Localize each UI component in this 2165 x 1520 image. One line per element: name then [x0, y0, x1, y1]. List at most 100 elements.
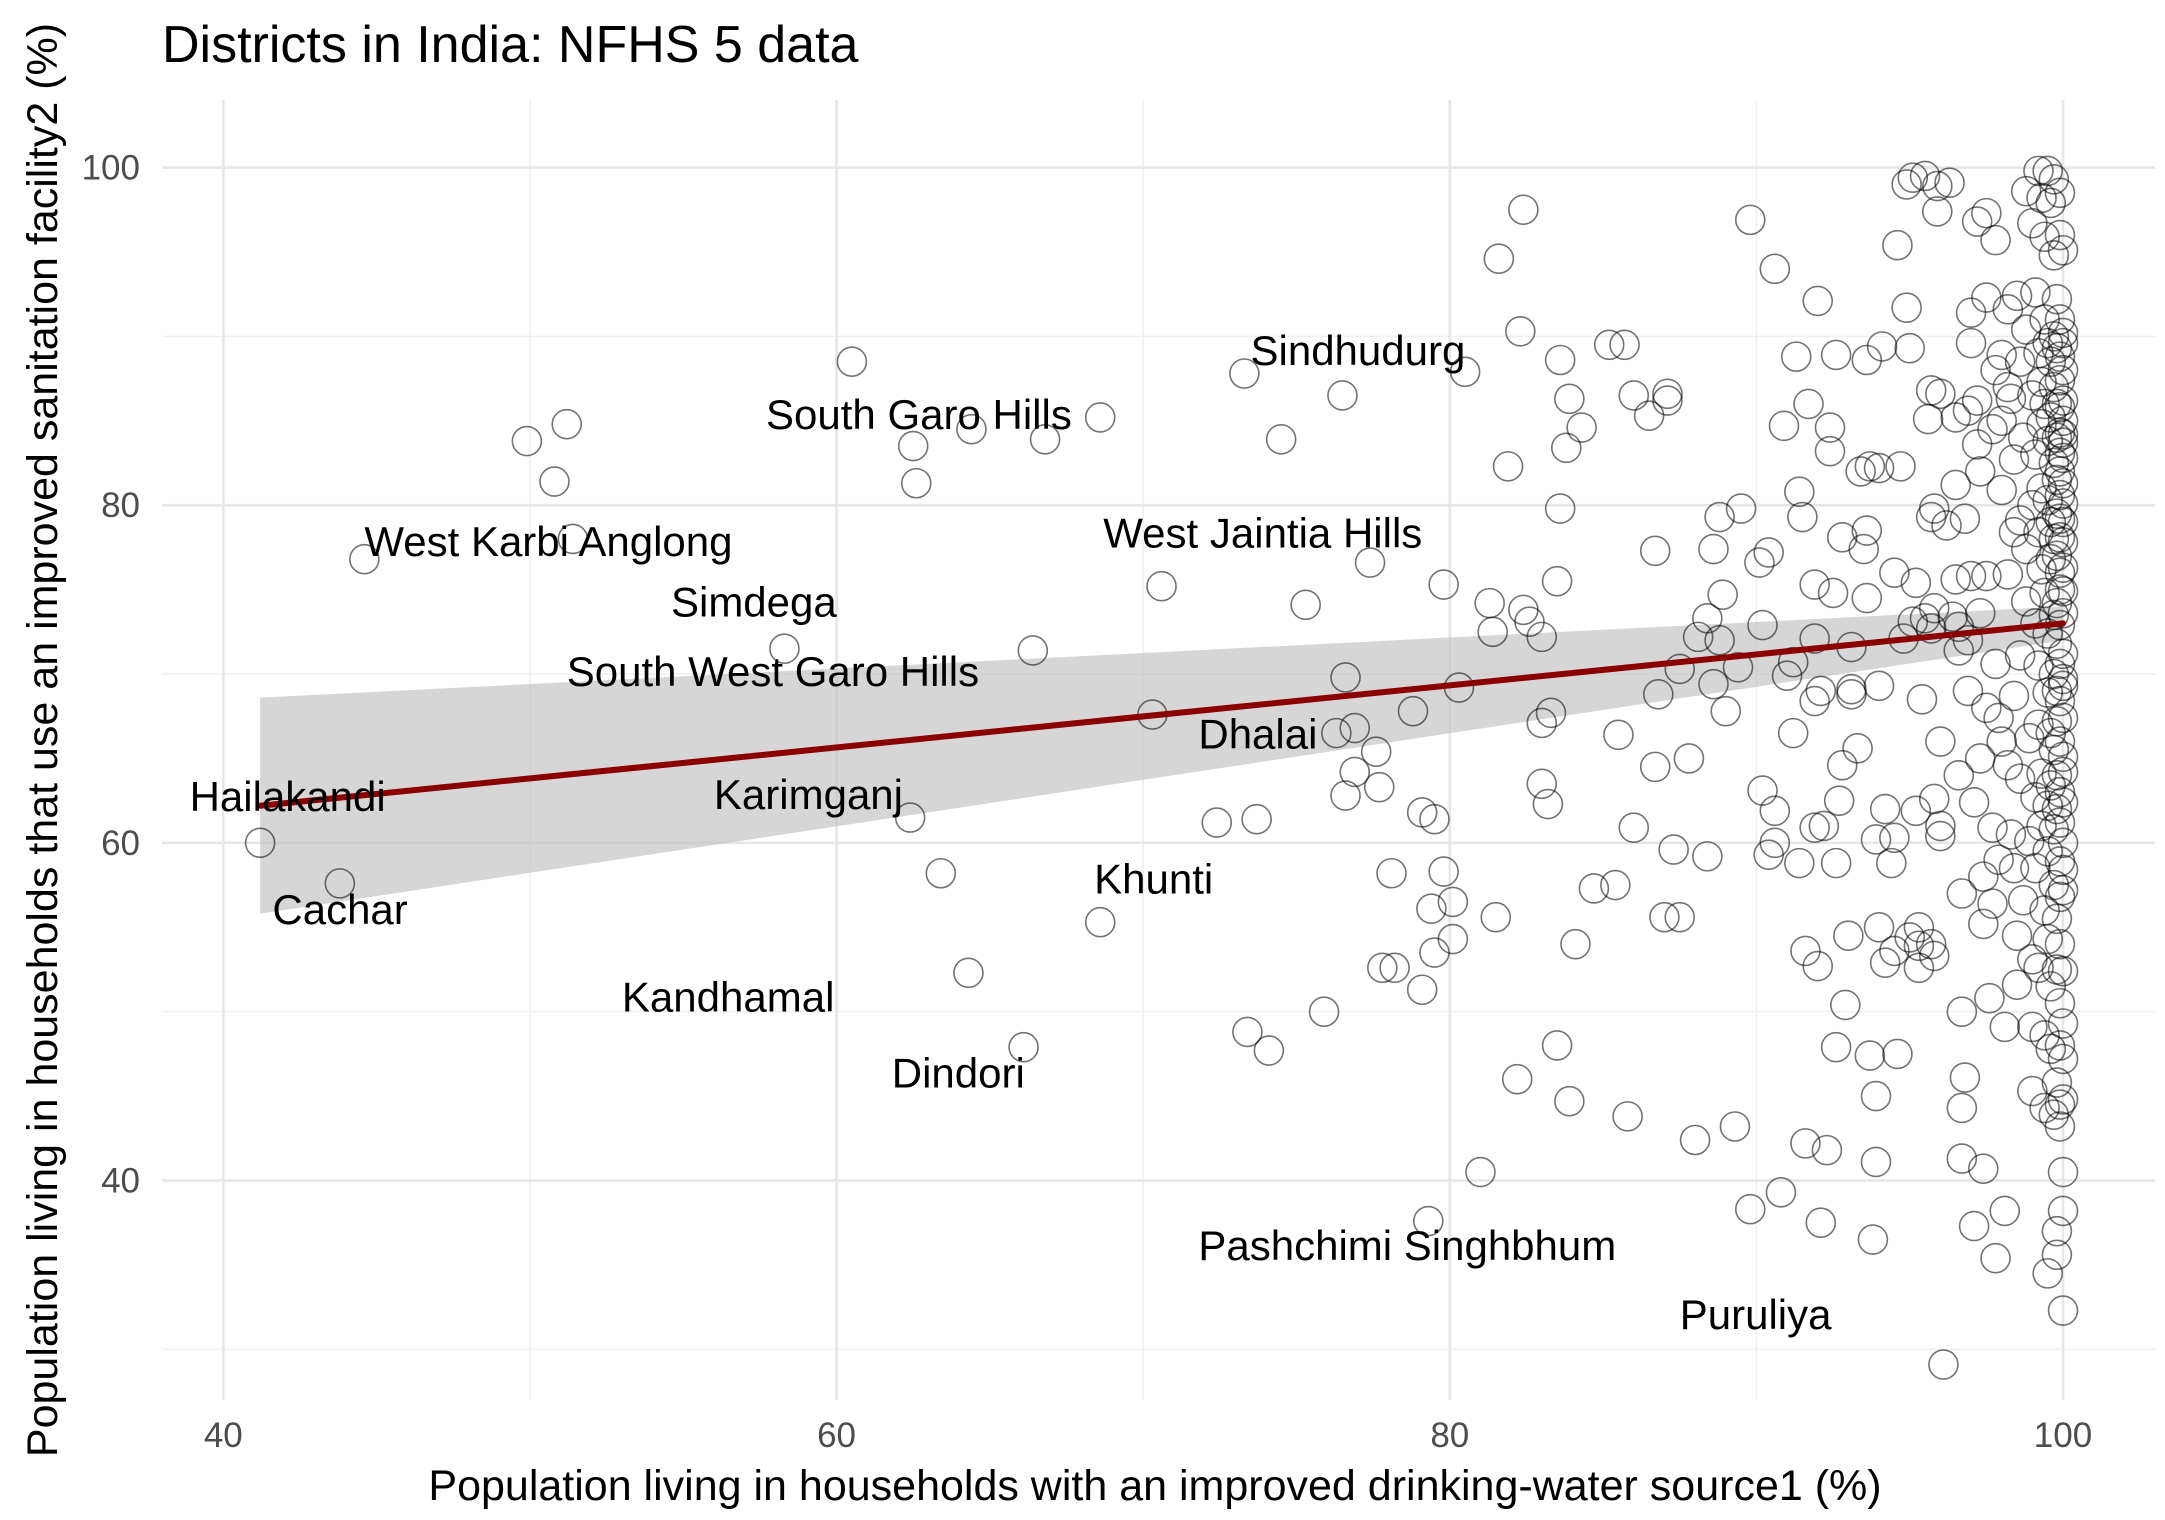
data-point-197 — [1909, 603, 1941, 634]
data-point-92 — [1652, 378, 1683, 410]
data-point-223 — [1946, 1143, 1978, 1174]
data-point-161 — [1851, 515, 1883, 546]
data-point-67 — [1526, 707, 1558, 739]
data-point-65 — [1514, 606, 1545, 637]
data-point-131 — [1793, 388, 1824, 420]
data-point-254 — [1980, 224, 2011, 256]
data-point-162 — [1851, 344, 1883, 376]
data-point-265 — [1989, 1195, 2021, 1227]
data-point-64 — [1508, 594, 1539, 626]
label-hailakandi: Hailakandi — [190, 773, 386, 820]
data-point-409 — [2047, 506, 2079, 538]
data-point-187 — [1894, 922, 1926, 953]
data-point-132 — [1787, 501, 1818, 533]
data-point-327 — [2032, 677, 2063, 708]
data-point-408 — [2047, 488, 2079, 519]
data-point-266 — [1992, 294, 2024, 325]
data-point-394 — [2044, 987, 2076, 1019]
data-point-269 — [1992, 749, 2024, 781]
data-point-139 — [1802, 950, 1834, 982]
data-point-329 — [2032, 835, 2063, 867]
label-west-jaintia-hills: West Jaintia Hills — [1103, 509, 1422, 556]
data-point-280 — [2004, 505, 2036, 536]
data-point-318 — [2029, 577, 2060, 609]
data-point-232 — [1955, 327, 1987, 359]
data-point-151 — [1826, 521, 1858, 553]
data-point-204 — [1918, 493, 1950, 524]
data-point-75 — [1550, 432, 1582, 464]
data-point-259 — [1983, 844, 2014, 876]
data-point-390 — [2044, 807, 2076, 838]
data-point-7 — [769, 633, 800, 665]
data-point-172 — [1860, 1146, 1892, 1178]
data-point-371 — [2044, 177, 2076, 209]
data-point-54 — [1449, 356, 1481, 388]
data-point-203 — [1918, 592, 1950, 624]
data-point-33 — [1339, 756, 1371, 788]
data-point-152 — [1826, 749, 1858, 781]
data-point-419 — [2047, 756, 2079, 788]
data-point-171 — [1857, 1224, 1889, 1255]
data-point-331 — [2032, 1258, 2063, 1289]
data-point-415 — [2047, 663, 2079, 695]
data-point-246 — [1971, 197, 2002, 229]
data-point-426 — [2047, 1043, 2079, 1075]
data-point-405 — [2047, 427, 2079, 459]
data-point-111 — [1725, 493, 1757, 524]
data-point-218 — [1940, 564, 1971, 595]
data-point-320 — [2029, 1020, 2060, 1051]
data-point-392 — [2044, 881, 2076, 913]
data-point-312 — [2026, 554, 2057, 585]
data-point-305 — [2023, 650, 2054, 681]
data-point-116 — [1744, 547, 1775, 578]
data-point-133 — [1790, 935, 1821, 967]
data-point-40 — [1367, 952, 1398, 984]
data-point-76 — [1554, 383, 1585, 415]
data-point-105 — [1704, 501, 1735, 533]
data-point-397 — [2044, 1111, 2076, 1142]
fit-line-layer — [257, 620, 2067, 809]
data-point-1 — [324, 868, 356, 899]
data-point-69 — [1532, 788, 1564, 820]
label-west-karbi-anglong: West Karbi Anglong — [364, 518, 732, 565]
data-point-241 — [1964, 456, 1996, 487]
data-point-16 — [1017, 635, 1049, 666]
data-point-164 — [1854, 451, 1886, 482]
data-point-234 — [1955, 560, 1987, 592]
data-point-270 — [1995, 819, 2027, 850]
data-point-134 — [1799, 812, 1830, 843]
data-point-47 — [1413, 1205, 1444, 1237]
label-simdega: Simdega — [671, 579, 837, 626]
data-point-239 — [1961, 385, 1993, 416]
data-point-363 — [2041, 705, 2073, 737]
data-point-213 — [1928, 1349, 1959, 1380]
label-kandhamal: Kandhamal — [622, 974, 834, 1021]
y-axis-title: Population living in households that use… — [19, 23, 67, 1457]
data-point-370 — [2041, 1239, 2073, 1271]
data-point-149 — [1820, 1031, 1852, 1063]
data-point-185 — [1891, 292, 1922, 323]
data-point-306 — [2023, 709, 2054, 740]
data-point-307 — [2023, 952, 2054, 984]
data-point-125 — [1777, 717, 1809, 749]
data-point-70 — [1535, 697, 1567, 729]
label-khunti: Khunti — [1094, 856, 1213, 903]
data-point-341 — [2038, 164, 2070, 195]
data-point-200 — [1915, 613, 1947, 644]
data-point-146 — [1817, 577, 1849, 609]
data-point-34 — [1330, 780, 1361, 811]
data-point-48 — [1419, 937, 1450, 968]
data-point-309 — [2026, 366, 2057, 398]
data-point-208 — [1922, 196, 1953, 227]
data-point-168 — [1863, 670, 1895, 702]
data-point-244 — [1967, 1153, 1999, 1185]
data-point-79 — [1566, 412, 1597, 443]
data-point-222 — [1943, 760, 1975, 791]
data-point-176 — [1876, 847, 1907, 879]
data-point-361 — [2041, 628, 2073, 659]
data-point-156 — [1836, 673, 1867, 705]
data-point-13 — [956, 413, 987, 445]
data-point-154 — [1833, 920, 1864, 952]
data-point-157 — [1836, 678, 1867, 710]
data-point-148 — [1820, 847, 1852, 879]
